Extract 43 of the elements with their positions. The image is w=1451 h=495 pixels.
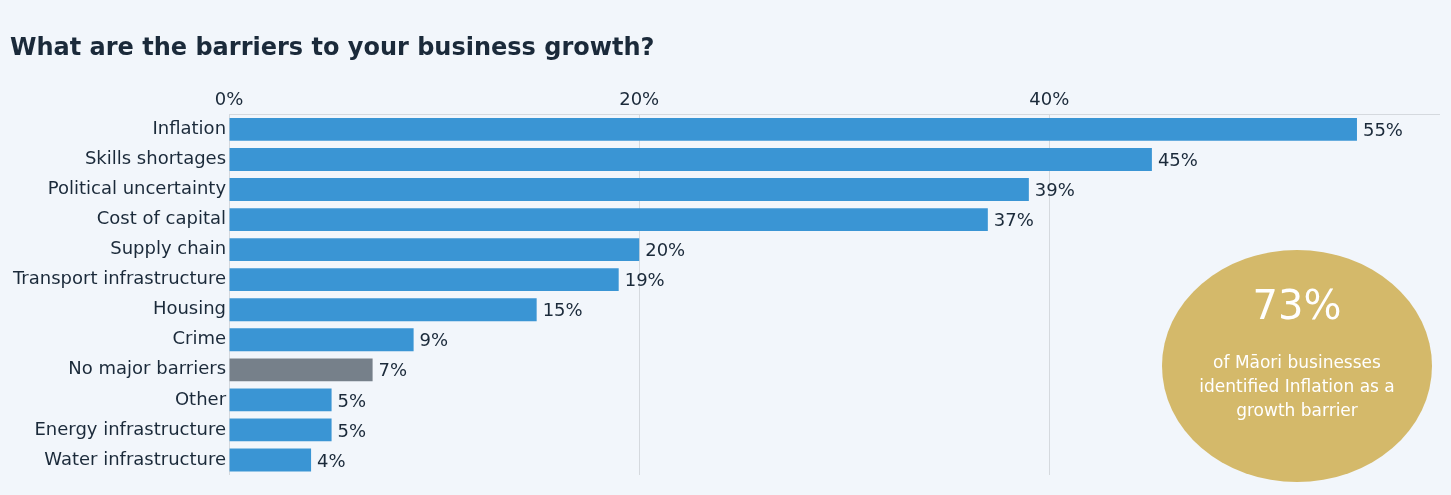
data-label: 19% xyxy=(624,269,665,291)
y-tick-label: Transport infrastructure xyxy=(12,267,227,289)
y-tick-label: Other xyxy=(174,387,227,409)
x-tick-label: 40% xyxy=(1029,88,1070,110)
y-tick-label: Energy infrastructure xyxy=(34,417,227,439)
bar xyxy=(229,238,640,262)
x-tick-label: 0% xyxy=(214,88,244,110)
bar xyxy=(229,118,1357,141)
circle-badge: 73% of Māori businesses identified Inflation as a growth barrier xyxy=(1162,250,1432,482)
x-tick-label: 20% xyxy=(619,88,660,110)
y-tick-label: Cost of capital xyxy=(96,207,227,229)
y-tick-label: Housing xyxy=(152,297,227,319)
data-label: 5% xyxy=(337,389,367,411)
chart-title: What are the barriers to your business growth? xyxy=(10,32,655,61)
y-tick-label: Water infrastructure xyxy=(44,447,227,469)
y-tick-label: No major barriers xyxy=(68,357,227,379)
y-tick-label: Inflation xyxy=(152,117,227,139)
bar xyxy=(229,358,373,382)
data-label: 39% xyxy=(1034,179,1075,201)
bar xyxy=(229,178,1029,201)
data-label: 7% xyxy=(378,359,408,381)
data-label: 37% xyxy=(993,209,1034,231)
y-tick-label: Crime xyxy=(172,327,227,349)
data-label: 20% xyxy=(645,239,686,261)
bar xyxy=(229,268,619,292)
bar xyxy=(229,208,988,231)
data-label: 9% xyxy=(419,329,449,351)
data-label: 4% xyxy=(317,449,346,471)
data-label: 45% xyxy=(1157,149,1198,171)
data-label: 5% xyxy=(337,419,367,441)
bar xyxy=(229,298,537,322)
bar xyxy=(229,388,332,412)
y-tick-label: Supply chain xyxy=(110,237,227,259)
annotation: of Māori businesses identified Inflation as a growth barrier xyxy=(1198,351,1396,422)
y-tick-label: Political uncertainty xyxy=(47,177,227,199)
bar xyxy=(229,148,1152,171)
annotation: 73% xyxy=(1251,282,1343,328)
data-label: 15% xyxy=(542,299,583,321)
y-tick-label: Skills shortages xyxy=(84,147,227,169)
bar xyxy=(229,418,332,442)
data-label: 55% xyxy=(1362,119,1403,141)
bar xyxy=(229,328,414,352)
bar xyxy=(229,448,312,472)
